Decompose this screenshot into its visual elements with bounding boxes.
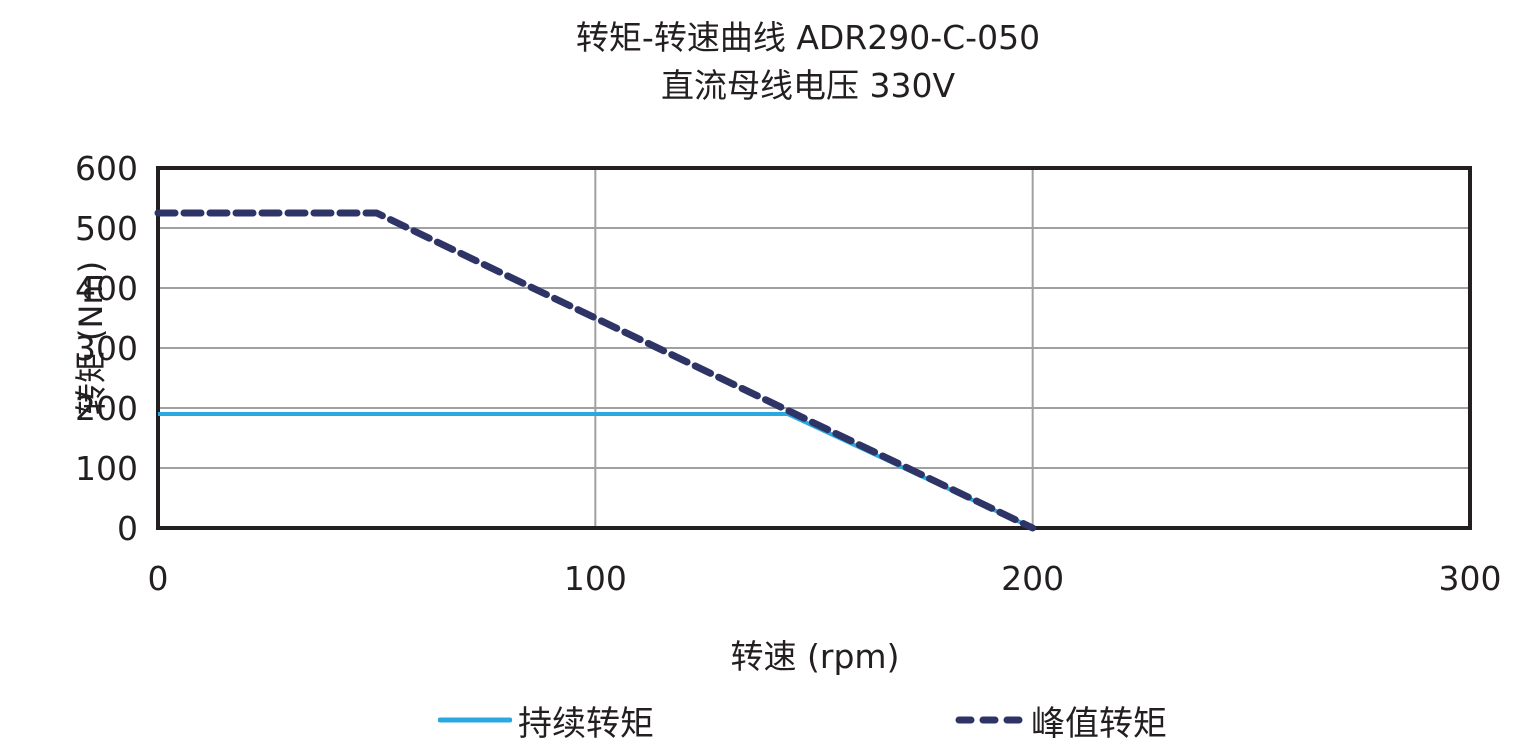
- chart-subtitle: 直流母线电压 330V: [660, 66, 956, 105]
- x-tick-label: 0: [148, 559, 169, 598]
- peak-torque-line: [154, 209, 1037, 532]
- y-tick-label: 0: [117, 509, 138, 548]
- plot-border: [156, 166, 1472, 530]
- y-tick-label: 400: [75, 269, 138, 308]
- y-tick-label: 200: [75, 389, 138, 428]
- y-axis-label: 转矩 (Nm): [72, 260, 111, 416]
- y-tick-label: 500: [75, 209, 138, 248]
- legend-item-continuous: 持续转矩: [438, 700, 654, 744]
- x-axis-label: 转速 (rpm): [730, 637, 900, 676]
- x-tick-label: 100: [564, 559, 627, 598]
- legend-label-continuous: 持续转矩: [518, 703, 654, 744]
- y-tick-label: 100: [75, 449, 138, 488]
- y-tick-label: 300: [75, 329, 138, 368]
- plot-area: 0 100 200 300 400 500 600 0 100 200 300: [75, 149, 1502, 598]
- x-tick-label: 200: [1001, 559, 1064, 598]
- legend-solid-line-icon: [438, 717, 512, 723]
- x-tick-label: 300: [1439, 559, 1502, 598]
- legend-item-peak: 峰值转矩: [955, 700, 1167, 744]
- chart-title: 转矩-转速曲线 ADR290-C-050: [575, 18, 1041, 57]
- y-tick-label: 600: [75, 149, 138, 188]
- legend-label-peak: 峰值转矩: [1031, 703, 1167, 744]
- legend-dashed-line-icon: [955, 716, 1025, 724]
